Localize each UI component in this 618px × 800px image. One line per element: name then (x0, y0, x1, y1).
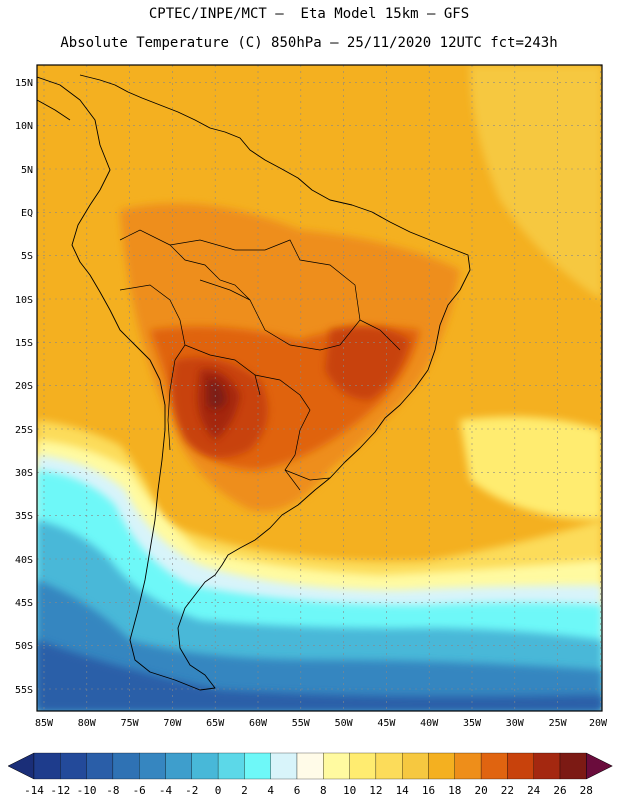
colorbar-over-triangle (586, 752, 613, 780)
lon-label: 35W (463, 718, 482, 729)
map-title: CPTEC/INPE/MCT – Eta Model 15km – GFS (148, 6, 470, 22)
colorbar-cell (559, 752, 587, 780)
colorbar-label: 2 (241, 784, 248, 797)
lat-label: 10N (15, 121, 33, 132)
lon-label: 25W (549, 718, 568, 729)
coastline (37, 74, 471, 691)
colorbar-cell (349, 752, 377, 780)
temperature-field (37, 65, 602, 711)
colorbar-cell (454, 752, 482, 780)
colorbar-cell (165, 752, 192, 780)
lon-label: 80W (78, 718, 97, 729)
colorbar-label: -4 (159, 784, 173, 797)
lon-label: 65W (206, 718, 225, 729)
colorbar-label: 20 (474, 784, 487, 797)
lat-label: 15S (15, 338, 33, 349)
colorbar-label: 26 (553, 784, 566, 797)
plot-frame (36, 64, 603, 712)
colorbar-label: 14 (396, 784, 410, 797)
colorbar-label: 0 (215, 784, 222, 797)
graticule (37, 65, 602, 711)
lat-label: 55S (15, 685, 33, 696)
lon-label: 75W (121, 718, 140, 729)
colorbar-cell (402, 752, 429, 780)
lat-label: 40S (15, 555, 33, 566)
lon-label: 55W (292, 718, 311, 729)
colorbar-cell (507, 752, 534, 780)
colorbar-cell (86, 752, 114, 780)
lat-label: EQ (21, 208, 33, 219)
colorbar-label: 6 (294, 784, 301, 797)
lat-label: 50S (15, 641, 33, 652)
colorbar-label: 28 (580, 784, 593, 797)
colorbar-cell (112, 752, 140, 780)
lon-label: 45W (377, 718, 396, 729)
colorbar-label: -10 (77, 784, 97, 797)
colorbar-label: -14 (24, 784, 44, 797)
country-borders (119, 229, 401, 491)
colorbar-cell (217, 752, 245, 780)
colorbar-cell (60, 752, 87, 780)
colorbar-label: 16 (422, 784, 435, 797)
colorbar-cell (139, 752, 166, 780)
colorbar-label: -12 (50, 784, 70, 797)
colorbar-label: 18 (448, 784, 461, 797)
lat-label: 5N (21, 165, 33, 176)
lat-label: 20S (15, 381, 33, 392)
colorbar-label: -2 (185, 784, 198, 797)
colorbar-cell (270, 752, 298, 780)
colorbar-label: -6 (133, 784, 146, 797)
colorbar-label: 8 (320, 784, 327, 797)
lat-label: 35S (15, 511, 33, 522)
colorbar-cell (480, 752, 508, 780)
colorbar-label: 10 (343, 784, 356, 797)
colorbar-cell (191, 752, 219, 780)
lat-label: 10S (15, 295, 33, 306)
lon-label: 70W (163, 718, 182, 729)
lon-label: 85W (35, 718, 54, 729)
lon-label: 60W (249, 718, 268, 729)
lon-label: 20W (589, 718, 608, 729)
lat-axis: 15N 10N 5N EQ 5S 10S 15S 20S 25S 30S 35S… (15, 78, 33, 696)
colorbar: -14 -12 -10 -8 -6 -4 -2 0 2 4 6 8 10 12 14 16 18 20 22 24 26… (7, 752, 613, 797)
colorbar-cell (375, 752, 403, 780)
lat-label: 45S (15, 598, 33, 609)
colorbar-cell (533, 752, 561, 780)
lat-label: 5S (21, 251, 33, 262)
lon-label: 50W (335, 718, 354, 729)
lat-label: 25S (15, 425, 33, 436)
colorbar-label: 4 (267, 784, 274, 797)
colorbar-cell (323, 752, 350, 780)
colorbar-label: 24 (527, 784, 541, 797)
colorbar-cell (428, 752, 455, 780)
colorbar-label: -8 (106, 784, 119, 797)
lat-label: 15N (15, 78, 33, 89)
colorbar-label: 12 (369, 784, 382, 797)
colorbar-cell (244, 752, 271, 780)
colorbar-cell (296, 752, 324, 780)
lat-label: 30S (15, 468, 33, 479)
map-subtitle: Absolute Temperature (C) 850hPa – 25/11/… (60, 35, 558, 51)
colorbar-cell (33, 752, 61, 780)
lon-label: 40W (420, 718, 439, 729)
lon-label: 30W (506, 718, 525, 729)
lon-axis: 85W 80W 75W 70W 65W 60W 55W 50W 45W 40W … (35, 718, 608, 729)
colorbar-under-triangle (7, 752, 35, 780)
colorbar-label: 22 (501, 784, 514, 797)
